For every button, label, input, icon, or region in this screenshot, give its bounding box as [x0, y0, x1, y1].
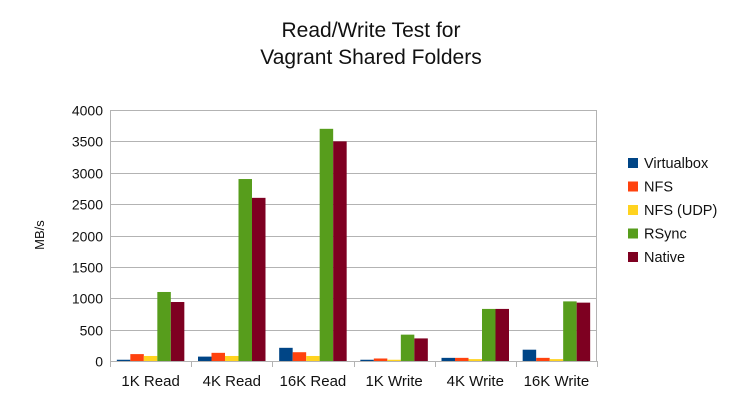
bar [468, 359, 482, 361]
legend-label: Virtualbox [644, 156, 709, 172]
legend-swatch [628, 252, 638, 262]
legend-swatch [628, 228, 638, 239]
chart-title-line-1: Read/Write Test for [282, 19, 461, 42]
legend-swatch [628, 158, 638, 168]
bar [211, 352, 225, 361]
bar [495, 308, 509, 361]
bar [279, 347, 293, 361]
bar [238, 179, 252, 361]
bar [292, 352, 307, 361]
legend-label: Native [644, 250, 685, 266]
bar [198, 356, 212, 361]
legend: Virtualbox NFS NFS (UDP) RSync Native [628, 156, 717, 266]
bar [116, 359, 131, 361]
x-tick-label: 1K Write [365, 373, 422, 390]
x-tick-label: 16K Write [524, 373, 590, 390]
bar [252, 197, 266, 361]
bar [414, 338, 428, 361]
legend-swatch [628, 181, 638, 192]
y-axis-label: MB/s [32, 220, 47, 250]
chart-title: Read/Write Test for Vagrant Shared Folde… [260, 19, 481, 69]
bar [143, 355, 158, 361]
gridlines [110, 110, 597, 362]
bar [563, 301, 577, 361]
y-tick-label: 1500 [72, 260, 103, 276]
x-tick-label: 4K Write [447, 373, 504, 390]
bar [400, 334, 415, 361]
bar [387, 359, 401, 361]
bar [306, 355, 320, 361]
bar [549, 359, 564, 361]
bar [373, 358, 388, 361]
bar [536, 357, 550, 361]
bar [319, 128, 334, 361]
bar [522, 349, 537, 361]
x-tick-label: 16K Read [280, 373, 347, 390]
axes [110, 110, 598, 367]
bar [455, 357, 469, 361]
y-tick-label: 1000 [72, 291, 103, 307]
bar [360, 359, 374, 361]
y-tick-labels: 0 500 1000 1500 2000 2500 3000 3500 4000 [72, 103, 103, 370]
bar [130, 354, 144, 361]
bar [225, 355, 239, 361]
x-category-labels: 1K Read 4K Read 16K Read 1K Write 4K Write 16… [121, 373, 589, 390]
x-tick-label: 1K Read [121, 373, 179, 390]
legend-label: NFS [644, 180, 673, 196]
y-tick-label: 3000 [72, 166, 103, 182]
bar [157, 291, 171, 361]
bar [482, 308, 496, 361]
legend-swatch [628, 205, 638, 215]
chart-title-line-2: Vagrant Shared Folders [260, 46, 481, 69]
legend-label: NFS (UDP) [644, 203, 717, 219]
legend-label: RSync [644, 227, 687, 243]
y-tick-label: 0 [95, 354, 103, 370]
y-tick-label: 500 [80, 323, 104, 339]
bars [116, 128, 591, 362]
bar [441, 357, 455, 361]
y-tick-label: 3500 [72, 134, 103, 150]
bar [333, 141, 347, 362]
bar [576, 302, 591, 361]
y-tick-label: 2000 [72, 229, 103, 245]
bar [170, 302, 185, 361]
x-tick-label: 4K Read [203, 373, 261, 390]
y-tick-label: 4000 [72, 103, 103, 119]
y-tick-label: 2500 [72, 197, 103, 213]
